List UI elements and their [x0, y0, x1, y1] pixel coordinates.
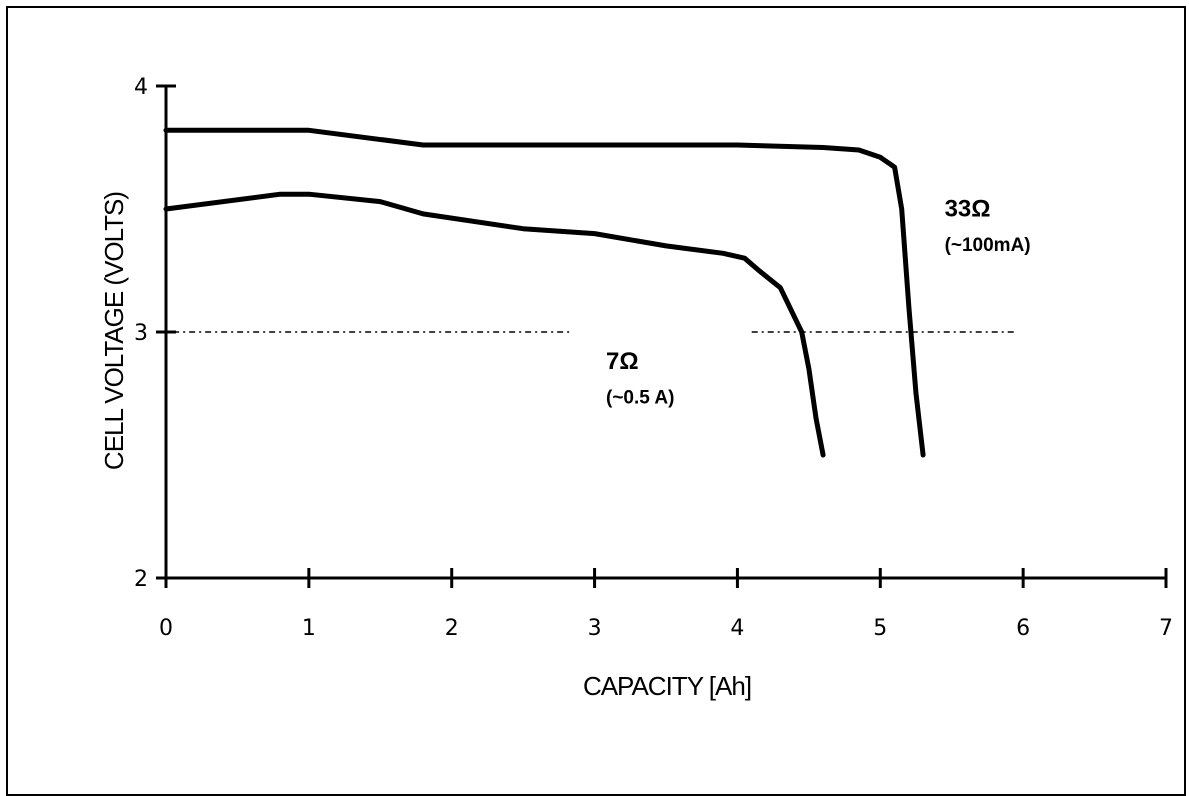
chart-frame — [6, 6, 1186, 796]
x-tick-label: 7 — [1159, 616, 1173, 641]
y-tick-label: 4 — [134, 75, 148, 100]
x-tick-label: 3 — [588, 616, 602, 641]
series-line-7-ohm — [163, 191, 826, 458]
x-tick-label: 5 — [873, 616, 887, 641]
x-tick-label: 2 — [445, 616, 459, 641]
series-label: 7Ω — [606, 348, 639, 375]
series-sublabel: (~100mA) — [945, 235, 1031, 256]
series-group — [163, 127, 926, 458]
series-line-33-ohm — [163, 127, 926, 458]
x-tick-label: 1 — [302, 616, 316, 641]
x-tick-label: 4 — [730, 616, 744, 641]
x-tick-label: 6 — [1016, 616, 1030, 641]
y-axis-title: CELL VOLTAGE (VOLTS) — [99, 192, 129, 470]
series-label: 33Ω — [945, 195, 991, 222]
y-tick-label: 3 — [134, 321, 148, 346]
x-axis-title: CAPACITY [Ah] — [583, 671, 751, 701]
axes: 0 1 2 3 4 5 6 7 2 3 4 — [134, 75, 1173, 641]
y-tick-label: 2 — [134, 567, 148, 592]
series-sublabel: (~0.5 A) — [606, 387, 674, 408]
labels-group: 33Ω (~100mA) 7Ω (~0.5 A) — [606, 195, 1031, 408]
x-tick-label: 0 — [159, 616, 173, 641]
